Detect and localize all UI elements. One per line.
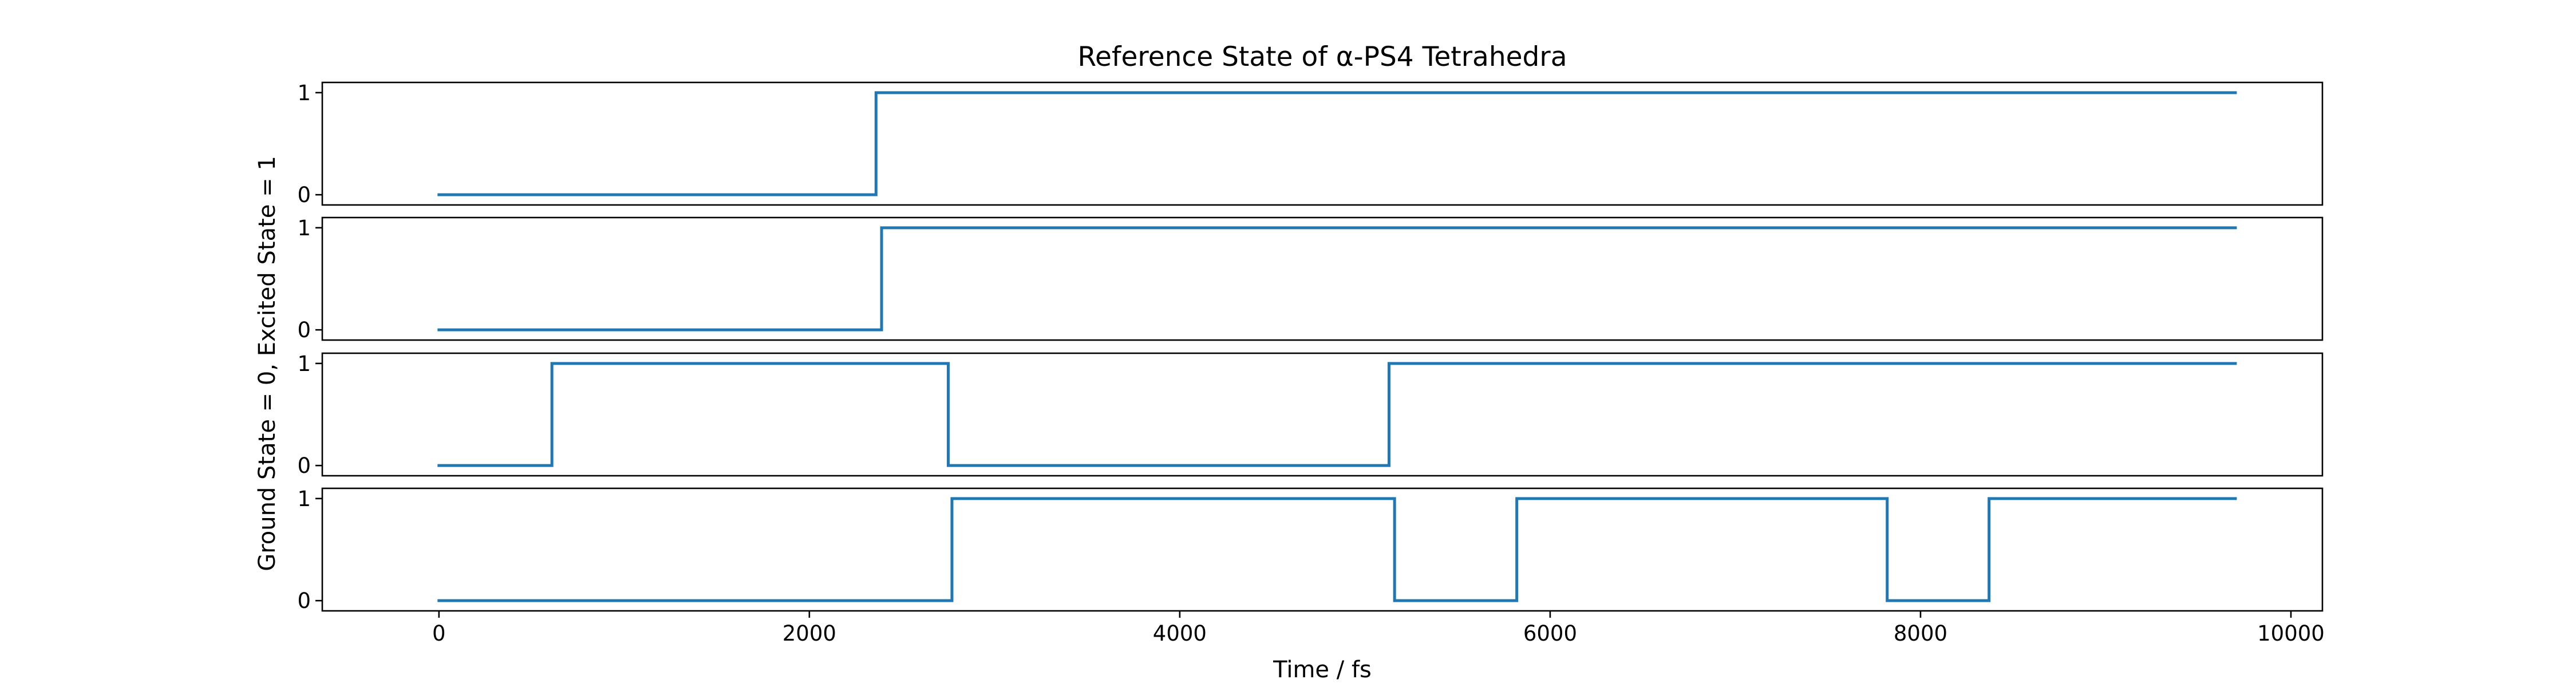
subplot-2-y-tick-label: 1 bbox=[297, 216, 311, 240]
x-tick-label: 10000 bbox=[2257, 621, 2325, 646]
subplot-2-y-tick-label: 0 bbox=[297, 318, 311, 342]
subplot-4-state-line bbox=[437, 497, 2237, 602]
subplot-1: 01 bbox=[297, 81, 2324, 207]
x-tick-label: 2000 bbox=[783, 621, 836, 646]
y-axis-label: Ground State = 0, Excited State = 1 bbox=[254, 156, 280, 571]
subplot-2: 01 bbox=[297, 216, 2324, 342]
subplot-1-state-line bbox=[437, 91, 2237, 196]
x-tick-label: 8000 bbox=[1894, 621, 1947, 646]
subplot-1-frame bbox=[321, 81, 2324, 206]
subplot-2-state-line bbox=[437, 226, 2237, 331]
subplot-2-frame bbox=[321, 216, 2324, 341]
subplot-3-y-tick-label: 0 bbox=[297, 453, 311, 478]
x-tick-label: 6000 bbox=[1523, 621, 1577, 646]
chart-title: Reference State of α-PS4 Tetrahedra bbox=[1077, 41, 1567, 73]
x-axis-label: Time / fs bbox=[1273, 657, 1372, 683]
x-tick-label: 0 bbox=[432, 621, 446, 646]
subplot-1-y-tick-label: 1 bbox=[297, 81, 311, 105]
subplot-3-frame bbox=[321, 352, 2324, 477]
subplot-3-y-tick-label: 1 bbox=[297, 352, 311, 376]
subplot-3: 01 bbox=[297, 352, 2324, 478]
subplot-3-state-line bbox=[437, 362, 2237, 467]
x-tick-label: 4000 bbox=[1153, 621, 1207, 646]
subplot-4: 0 1 0 2000 4000 6000 8000 10000 bbox=[297, 487, 2324, 646]
subplot-1-y-tick-label: 0 bbox=[297, 183, 311, 207]
subplot-4-frame bbox=[321, 487, 2324, 612]
subplot-4-y-tick-label: 0 bbox=[297, 589, 311, 613]
subplot-4-y-tick-label: 1 bbox=[297, 487, 311, 511]
